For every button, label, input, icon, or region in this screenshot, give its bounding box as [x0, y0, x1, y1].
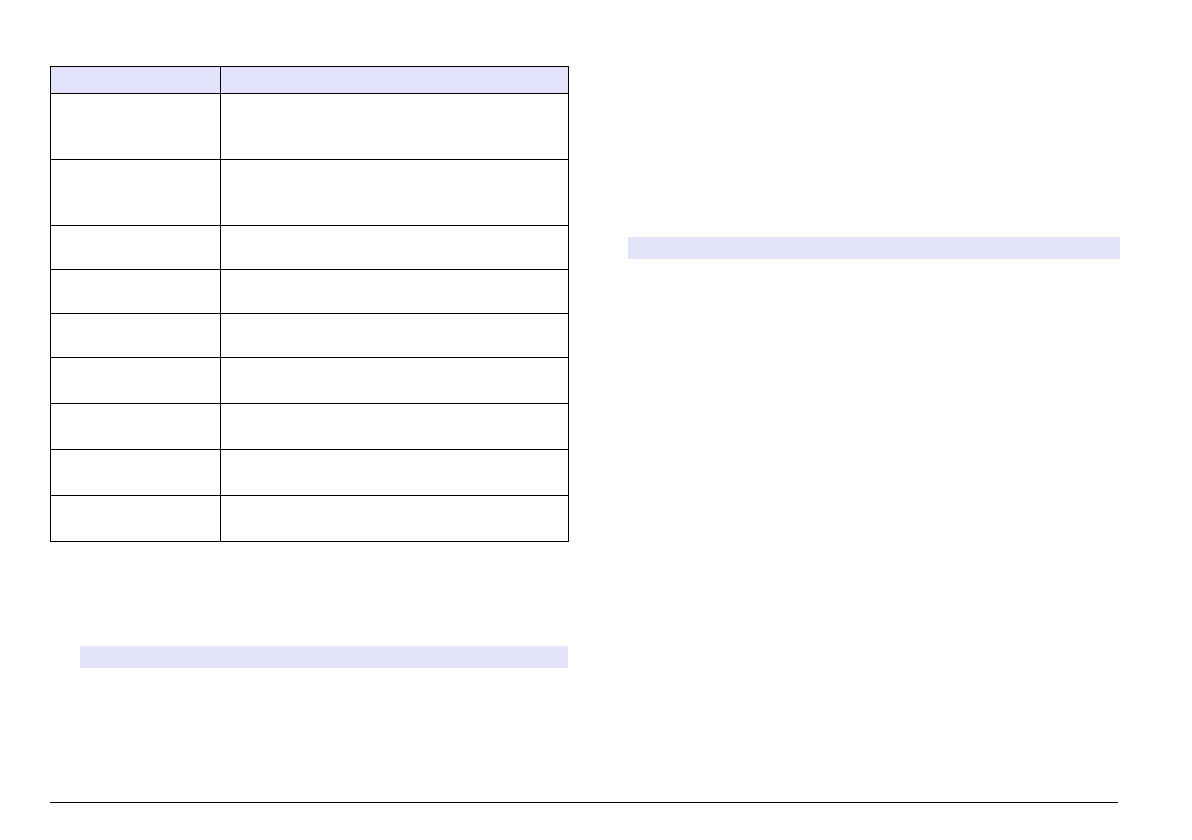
table-row [50, 225, 569, 270]
right-column [596, 0, 1192, 840]
table-cell [220, 403, 569, 450]
table-row [50, 313, 569, 358]
header-cell-text [51, 67, 220, 74]
table-cell [220, 357, 569, 404]
table-row [50, 93, 569, 160]
cell-text [51, 94, 220, 101]
table-cell [220, 495, 569, 542]
table-row [50, 449, 569, 496]
table-row [50, 159, 569, 226]
table-header-cell-1 [50, 66, 221, 94]
cell-text [221, 314, 568, 321]
table-cell [50, 93, 221, 160]
cell-text [221, 160, 568, 167]
left-column [50, 66, 569, 668]
table-row [50, 357, 569, 404]
table-cell [50, 159, 221, 226]
cell-text [51, 160, 220, 167]
table-header [50, 66, 569, 94]
cell-text [51, 450, 220, 457]
cell-text [51, 314, 220, 321]
header-cell-text [221, 67, 568, 74]
table-header-row [50, 66, 569, 94]
cell-text [51, 358, 220, 365]
table-cell [220, 313, 569, 358]
table-cell [220, 159, 569, 226]
footer-separator-rule [50, 802, 1118, 803]
cell-text [221, 404, 568, 411]
cell-text [51, 496, 220, 503]
table-cell [220, 93, 569, 160]
table-row [50, 403, 569, 450]
cell-text [51, 226, 220, 233]
table-cell [220, 449, 569, 496]
highlight-bar-right [628, 237, 1120, 259]
cell-text [221, 226, 568, 233]
cell-text [221, 358, 568, 365]
table-row [50, 495, 569, 542]
cell-text [51, 404, 220, 411]
cell-text [51, 270, 220, 277]
data-table [50, 66, 569, 542]
cell-text [221, 94, 568, 101]
table-row [50, 269, 569, 314]
cell-text [221, 450, 568, 457]
cell-text [221, 496, 568, 503]
table-cell [220, 225, 569, 270]
highlight-bar-left [80, 646, 568, 668]
table-cell [50, 403, 221, 450]
table-cell [50, 313, 221, 358]
cell-text [221, 270, 568, 277]
table-header-cell-2 [220, 66, 569, 94]
table-cell [50, 357, 221, 404]
table-cell [50, 449, 221, 496]
table-cell [50, 269, 221, 314]
table-cell [50, 495, 221, 542]
table-cell [220, 269, 569, 314]
table-cell [50, 225, 221, 270]
table-body [50, 93, 569, 542]
